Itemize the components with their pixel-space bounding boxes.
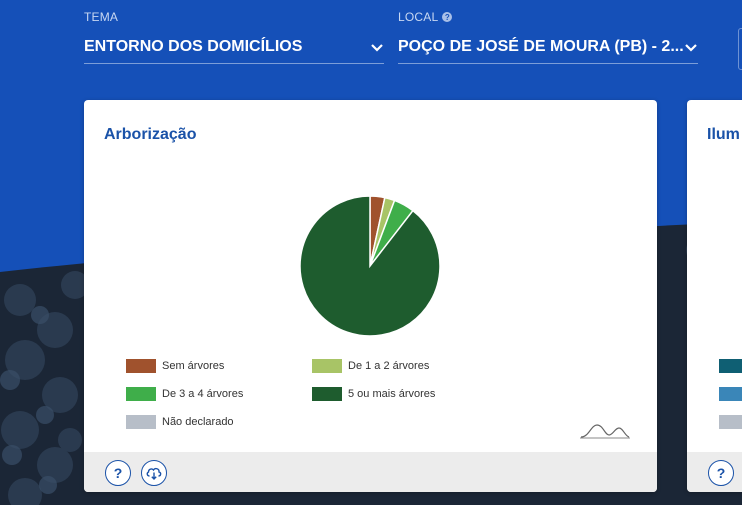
legend-label: Sem árvores bbox=[162, 360, 225, 372]
tema-label: TEMA bbox=[84, 10, 384, 24]
legend-swatch bbox=[126, 387, 156, 401]
question-icon: ? bbox=[716, 465, 726, 481]
legend-label: 5 ou mais árvores bbox=[348, 388, 436, 400]
chevron-down-icon bbox=[685, 44, 697, 52]
cloud-download-icon bbox=[146, 467, 162, 480]
local-select[interactable]: POÇO DE JOSÉ DE MOURA (PB) - 2... bbox=[398, 31, 698, 64]
local-select-value: POÇO DE JOSÉ DE MOURA (PB) - 2... bbox=[398, 38, 684, 55]
local-label: LOCAL ? bbox=[398, 10, 698, 24]
help-button[interactable]: ? bbox=[708, 460, 734, 486]
legend-swatch bbox=[126, 359, 156, 373]
sparkline-icon[interactable] bbox=[579, 422, 631, 440]
legend-item-3-a-4-arvores: De 3 a 4 árvores bbox=[126, 387, 243, 401]
help-button[interactable]: ? bbox=[105, 460, 131, 486]
card-title: Arborização bbox=[104, 126, 197, 143]
extra-filter-button[interactable] bbox=[738, 28, 742, 70]
legend-item-sem-arvores: Sem árvores bbox=[126, 359, 224, 373]
legend-label: De 1 a 2 árvores bbox=[348, 360, 430, 372]
legend-item-1-a-2-arvores: De 1 a 2 árvores bbox=[312, 359, 429, 373]
legend-swatch bbox=[719, 387, 742, 401]
side-card-title: Ilum bbox=[707, 126, 740, 143]
card-footer: ? bbox=[84, 452, 657, 492]
arborizacao-card: Arborização Sem árvores De 1 a 2 árvores… bbox=[84, 100, 657, 492]
legend-swatch bbox=[312, 387, 342, 401]
tema-filter: TEMA ENTORNO DOS DOMICÍLIOS bbox=[84, 10, 384, 64]
local-filter: LOCAL ? POÇO DE JOSÉ DE MOURA (PB) - 2..… bbox=[398, 10, 698, 64]
question-icon: ? bbox=[113, 465, 123, 481]
legend-item-nao-declarado: Não declarado bbox=[126, 415, 234, 429]
tema-label-text: TEMA bbox=[84, 10, 119, 24]
local-label-text: LOCAL bbox=[398, 10, 439, 24]
pie-slice-5-ou-mais-árvores[interactable] bbox=[299, 195, 441, 337]
iluminacao-card: Ilum ? bbox=[687, 100, 742, 492]
info-icon[interactable]: ? bbox=[442, 12, 453, 22]
download-button[interactable] bbox=[141, 460, 167, 486]
legend-label: De 3 a 4 árvores bbox=[162, 388, 244, 400]
legend-item-5-ou-mais-arvores: 5 ou mais árvores bbox=[312, 387, 435, 401]
tema-select[interactable]: ENTORNO DOS DOMICÍLIOS bbox=[84, 31, 384, 64]
legend-label: Não declarado bbox=[162, 416, 234, 428]
legend-swatch bbox=[312, 359, 342, 373]
legend-swatch bbox=[719, 359, 742, 373]
chevron-down-icon bbox=[371, 44, 383, 52]
card-footer: ? bbox=[687, 452, 742, 492]
tema-select-value: ENTORNO DOS DOMICÍLIOS bbox=[84, 38, 303, 55]
legend-swatch bbox=[126, 415, 156, 429]
legend-swatch bbox=[719, 415, 742, 429]
pie-chart bbox=[299, 195, 441, 337]
